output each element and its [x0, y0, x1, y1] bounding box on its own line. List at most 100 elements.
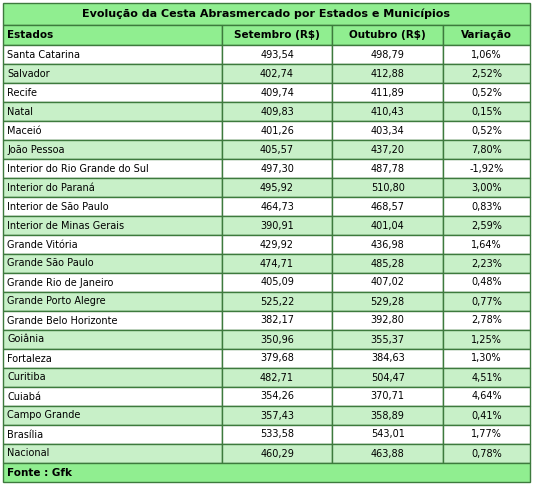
Bar — [222, 349, 333, 368]
Text: 405,09: 405,09 — [260, 278, 294, 288]
Text: 358,89: 358,89 — [371, 410, 405, 420]
Text: 510,80: 510,80 — [371, 182, 405, 192]
Text: 474,71: 474,71 — [260, 259, 294, 269]
Bar — [222, 140, 333, 159]
Text: Nacional: Nacional — [7, 448, 50, 458]
Bar — [222, 178, 333, 197]
Text: Campo Grande: Campo Grande — [7, 410, 80, 420]
Bar — [3, 25, 222, 45]
Text: 401,26: 401,26 — [260, 125, 294, 135]
Bar — [3, 45, 222, 64]
Text: 2,59%: 2,59% — [471, 220, 502, 230]
Text: Fonte : Gfk: Fonte : Gfk — [7, 467, 72, 477]
Bar — [3, 64, 222, 83]
Bar — [222, 121, 333, 140]
Text: 403,34: 403,34 — [371, 125, 405, 135]
Bar — [333, 273, 443, 292]
Text: 405,57: 405,57 — [260, 144, 294, 154]
Text: 7,80%: 7,80% — [471, 144, 502, 154]
Bar — [222, 292, 333, 311]
Bar — [443, 330, 530, 349]
Text: Interior do Paraná: Interior do Paraná — [7, 182, 95, 192]
Bar — [3, 463, 530, 482]
Bar — [333, 140, 443, 159]
Bar — [3, 368, 222, 387]
Bar — [3, 216, 222, 235]
Text: 411,89: 411,89 — [371, 88, 405, 98]
Bar — [333, 25, 443, 45]
Text: 533,58: 533,58 — [260, 429, 294, 439]
Bar — [222, 406, 333, 425]
Text: Natal: Natal — [7, 107, 33, 117]
Text: 504,47: 504,47 — [371, 373, 405, 382]
Bar — [443, 444, 530, 463]
Text: 4,51%: 4,51% — [471, 373, 502, 382]
Text: 0,77%: 0,77% — [471, 297, 502, 307]
Text: Setembro (R$): Setembro (R$) — [234, 30, 320, 40]
Bar — [333, 121, 443, 140]
Bar — [333, 425, 443, 444]
Bar — [222, 368, 333, 387]
Bar — [333, 102, 443, 121]
Bar — [443, 273, 530, 292]
Text: 529,28: 529,28 — [370, 297, 405, 307]
Text: Estados: Estados — [7, 30, 53, 40]
Bar — [443, 64, 530, 83]
Bar — [3, 235, 222, 254]
Text: Evolução da Cesta Abrasmercado por Estados e Municípios: Evolução da Cesta Abrasmercado por Estad… — [83, 9, 450, 19]
Text: 429,92: 429,92 — [260, 239, 294, 249]
Text: 370,71: 370,71 — [371, 391, 405, 401]
Bar — [222, 159, 333, 178]
Bar — [443, 235, 530, 254]
Text: 497,30: 497,30 — [260, 163, 294, 173]
Text: 1,06%: 1,06% — [471, 50, 502, 60]
Bar — [3, 330, 222, 349]
Text: 384,63: 384,63 — [371, 354, 405, 364]
Bar — [443, 83, 530, 102]
Bar — [222, 25, 333, 45]
Text: 402,74: 402,74 — [260, 69, 294, 79]
Text: 463,88: 463,88 — [371, 448, 405, 458]
Text: 350,96: 350,96 — [260, 335, 294, 345]
Bar — [3, 406, 222, 425]
Text: 4,64%: 4,64% — [471, 391, 502, 401]
Bar — [3, 197, 222, 216]
Text: Interior de Minas Gerais: Interior de Minas Gerais — [7, 220, 124, 230]
Text: 407,02: 407,02 — [371, 278, 405, 288]
Bar — [443, 349, 530, 368]
Bar — [222, 273, 333, 292]
Text: 410,43: 410,43 — [371, 107, 405, 117]
Bar — [3, 83, 222, 102]
Bar — [222, 83, 333, 102]
Text: Outubro (R$): Outubro (R$) — [349, 30, 426, 40]
Bar — [3, 159, 222, 178]
Text: 543,01: 543,01 — [371, 429, 405, 439]
Bar — [443, 159, 530, 178]
Text: 487,78: 487,78 — [371, 163, 405, 173]
Text: 437,20: 437,20 — [371, 144, 405, 154]
Text: 0,78%: 0,78% — [471, 448, 502, 458]
Bar — [443, 178, 530, 197]
Bar — [333, 197, 443, 216]
Text: 2,23%: 2,23% — [471, 259, 502, 269]
Text: 2,78%: 2,78% — [471, 316, 502, 326]
Bar — [222, 45, 333, 64]
Bar — [3, 292, 222, 311]
Text: 468,57: 468,57 — [371, 201, 405, 211]
Text: Brasília: Brasília — [7, 429, 43, 439]
Bar — [333, 254, 443, 273]
Bar — [333, 368, 443, 387]
Bar — [443, 25, 530, 45]
Bar — [333, 64, 443, 83]
Bar — [443, 254, 530, 273]
Bar — [333, 292, 443, 311]
Bar — [3, 311, 222, 330]
Text: 409,74: 409,74 — [260, 88, 294, 98]
Text: Goiânia: Goiânia — [7, 335, 44, 345]
Bar — [222, 444, 333, 463]
Text: 0,52%: 0,52% — [471, 125, 502, 135]
Bar — [222, 64, 333, 83]
Bar — [3, 121, 222, 140]
Bar — [333, 311, 443, 330]
Text: 379,68: 379,68 — [260, 354, 294, 364]
